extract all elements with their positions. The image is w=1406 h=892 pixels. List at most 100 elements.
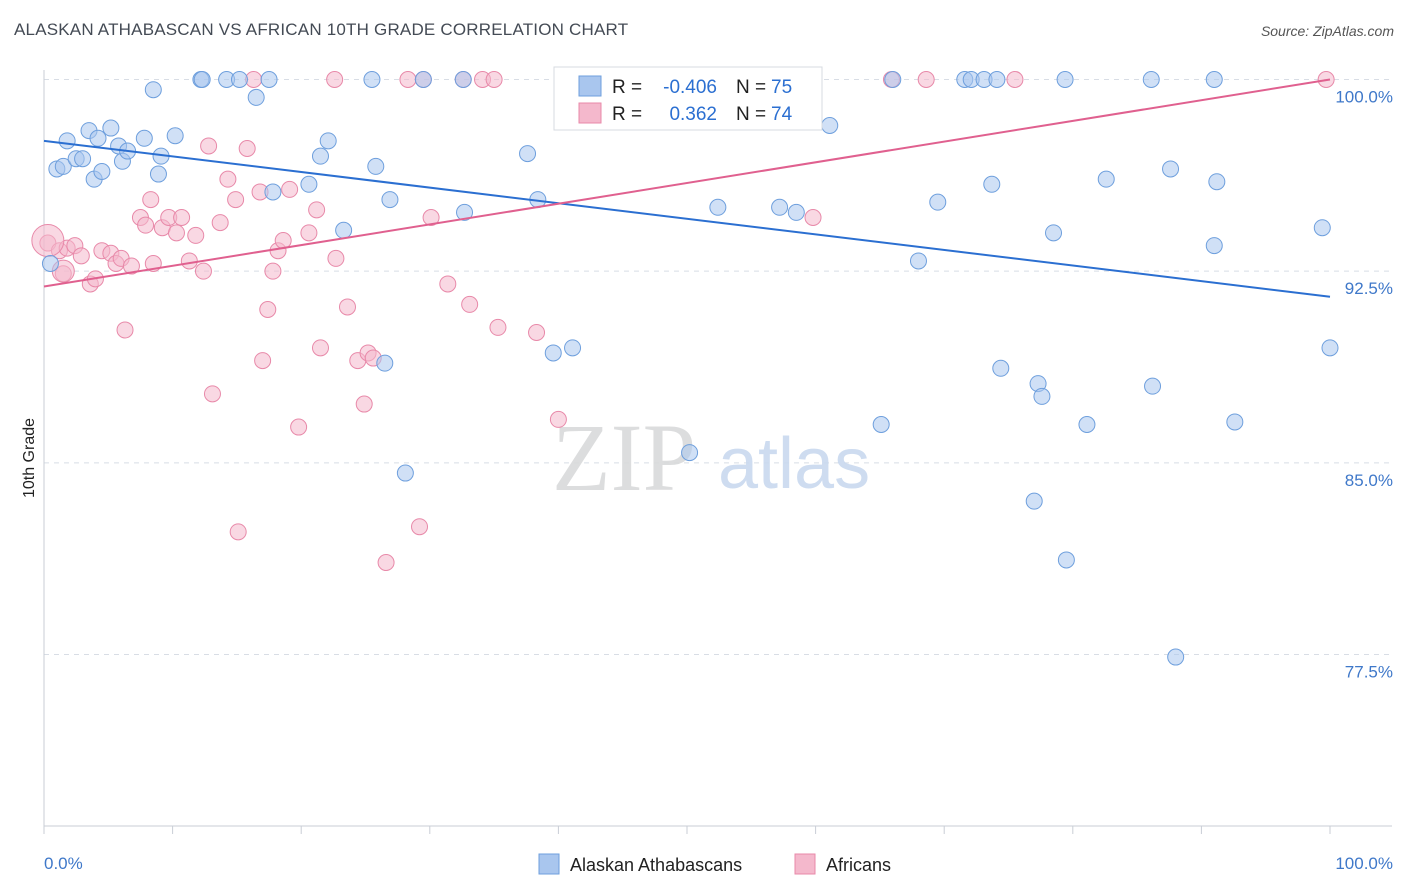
- africans-point: [167, 224, 185, 242]
- africans-point: [254, 352, 272, 370]
- alaskan-athabascans-point: [929, 193, 947, 211]
- africans-point: [399, 71, 417, 88]
- stats-n-value-2: 74: [771, 104, 793, 125]
- alaskan-athabascans-point: [135, 129, 153, 147]
- alaskan-athabascans-point: [414, 71, 432, 88]
- stats-legend-blue-swatch: [578, 75, 602, 97]
- alaskan-athabascans-point: [144, 81, 162, 99]
- alaskan-athabascans-point: [821, 117, 839, 134]
- africans-point: [327, 249, 345, 267]
- alaskan-athabascans-point: [988, 71, 1006, 88]
- alaskan-athabascans-point: [247, 88, 265, 106]
- africans-point: [377, 554, 395, 571]
- alaskan-athabascans-point: [41, 255, 59, 272]
- alaskan-athabascans-point: [166, 127, 184, 145]
- source-credit: Source: ZipAtlas.com: [1260, 23, 1394, 39]
- stats-n-label-2: N =: [736, 104, 766, 125]
- africans-point: [439, 275, 457, 293]
- alaskan-athabascans-point: [1056, 71, 1074, 88]
- africans-point: [187, 226, 205, 244]
- africans-point: [338, 298, 356, 316]
- africans-point: [422, 209, 440, 226]
- alaskan-athabascans-point: [519, 145, 537, 163]
- africans-point: [245, 71, 263, 88]
- africans-point: [528, 324, 546, 341]
- alaskan-athabascans-point: [1226, 413, 1244, 431]
- africans-point: [116, 321, 134, 339]
- stats-r-value-1: -0.406: [663, 77, 717, 98]
- africans-point: [137, 216, 155, 234]
- africans-point: [31, 224, 65, 257]
- africans-point: [203, 385, 221, 403]
- stats-n-value-1: 75: [771, 77, 792, 98]
- legend-label-africans: Africans: [826, 855, 891, 875]
- alaskan-athabascans-point: [319, 132, 337, 150]
- chart-title: ALASKAN ATHABASCAN VS AFRICAN 10TH GRADE…: [14, 20, 629, 39]
- alaskan-athabascans-point: [381, 191, 399, 209]
- alaskan-athabascans-point: [260, 71, 278, 88]
- alaskan-athabascans-point: [1208, 173, 1226, 191]
- africans-point: [411, 518, 429, 536]
- watermark-atlas: atlas: [718, 424, 870, 504]
- alaskan-athabascans-point: [681, 444, 699, 462]
- alaskan-athabascans-point: [884, 71, 902, 88]
- africans-point: [173, 209, 191, 226]
- watermark: ZIP atlas: [552, 404, 870, 511]
- alaskan-athabascans-point: [230, 71, 248, 88]
- alaskan-athabascans-point: [909, 252, 927, 270]
- y-tick-label: 100.0%: [1335, 88, 1393, 107]
- alaskan-athabascans-point: [335, 221, 353, 239]
- alaskan-athabascans-point: [74, 150, 92, 168]
- africans-point: [200, 137, 218, 155]
- y-tick-labels: 100.0% 92.5% 85.0% 77.5%: [1335, 88, 1393, 682]
- africans-point: [211, 214, 229, 232]
- alaskan-athabascans-point: [396, 464, 414, 482]
- africans-point: [549, 410, 567, 428]
- africans-point: [281, 180, 299, 198]
- legend-swatch-africans: [794, 853, 816, 875]
- alaskan-athabascans-point: [264, 183, 282, 201]
- alaskan-athabascans-point: [311, 147, 329, 165]
- africans-point: [311, 339, 329, 357]
- africans-point: [485, 71, 503, 88]
- alaskan-athabascans-point: [544, 344, 562, 362]
- alaskan-athabascans-points: [41, 71, 1339, 666]
- africans-point: [489, 318, 507, 336]
- africans-point: [142, 191, 160, 209]
- africans-point: [1006, 71, 1024, 88]
- stats-r-value-2: 0.362: [669, 104, 717, 125]
- x-ticks: [43, 826, 1331, 834]
- alaskan-athabascans-point: [376, 354, 394, 372]
- alaskan-athabascans-point: [983, 175, 1001, 193]
- legend-swatch-alaskan-athabascans: [538, 853, 560, 875]
- alaskan-athabascans-point: [1025, 492, 1043, 510]
- africans-point: [122, 257, 140, 275]
- alaskan-athabascans-point: [787, 203, 805, 221]
- africans-point: [326, 71, 344, 88]
- watermark-zip: ZIP: [552, 404, 696, 511]
- alaskan-athabascans-point: [300, 175, 318, 193]
- africans-point: [238, 140, 256, 157]
- x-tick-label-max: 100.0%: [1335, 854, 1393, 873]
- y-tick-label: 92.5%: [1345, 279, 1393, 298]
- alaskan-athabascans-point: [1205, 71, 1223, 88]
- alaskan-athabascans-point: [1078, 416, 1096, 433]
- alaskan-athabascans-point: [872, 416, 890, 433]
- alaskan-athabascans-point: [102, 119, 120, 137]
- stats-r-label-2: R =: [612, 104, 642, 125]
- africans-point: [219, 170, 237, 188]
- africans-point: [308, 201, 326, 219]
- y-tick-label: 85.0%: [1345, 471, 1393, 490]
- stats-n-label-1: N =: [736, 77, 766, 98]
- alaskan-athabascans-point: [1144, 377, 1162, 395]
- y-tick-label: 77.5%: [1345, 663, 1393, 682]
- africans-point: [264, 262, 282, 280]
- stats-legend-pink-swatch: [578, 102, 602, 124]
- africans-point: [461, 295, 479, 313]
- africans-point: [72, 247, 90, 265]
- africans-point: [180, 252, 198, 270]
- alaskan-athabascans-point: [149, 165, 167, 183]
- alaskan-athabascans-point: [709, 198, 727, 216]
- africans-trend-line: [43, 78, 1331, 288]
